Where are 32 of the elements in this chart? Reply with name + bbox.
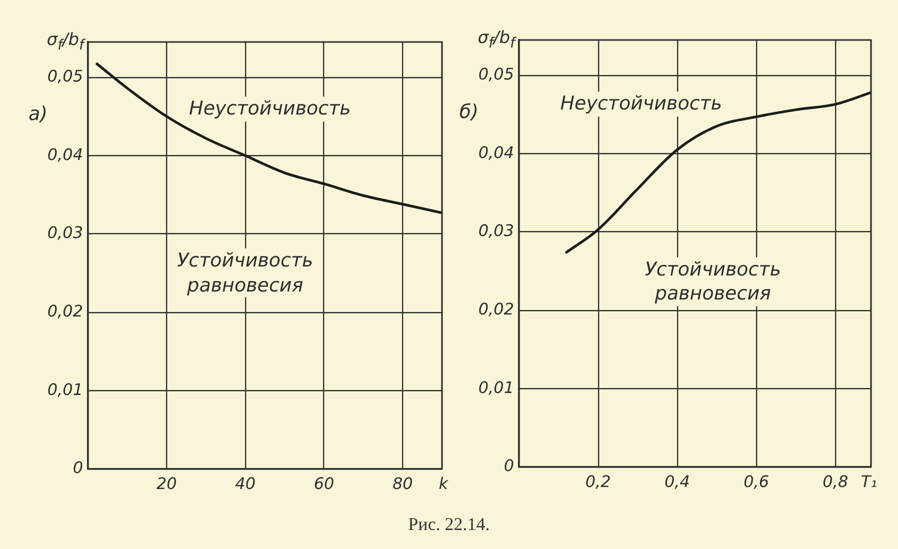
y-tick-label: 0,04 — [478, 142, 514, 162]
x-tick-label: 80 — [392, 474, 413, 493]
x-tick-label: 0,6 — [744, 472, 770, 491]
y-tick-label: 0,03 — [478, 221, 514, 240]
x-tick-label: 0,8 — [822, 472, 848, 491]
y-tick-label: 0 — [504, 456, 514, 476]
x-tick-label: 20 — [156, 474, 177, 493]
text: а) — [28, 102, 48, 125]
x-axis-title: k — [438, 474, 448, 493]
y-tick-label: 0,02 — [47, 301, 83, 320]
y-tick-label: 0,02 — [478, 299, 514, 318]
y-tick-label: 0,05 — [47, 66, 83, 86]
y-axis-title: σ$_{f}$/b$_{f}$ — [478, 28, 515, 52]
annotation: Неустойчивость — [186, 96, 354, 122]
y-tick-label: 0,04 — [47, 144, 83, 164]
text: Рис. 22.14. — [407, 514, 491, 535]
annotation: Неустойчивость — [557, 92, 726, 116]
x-tick-label: 60 — [314, 474, 334, 493]
line-series — [96, 62, 442, 214]
x-axis-title: T₁ — [860, 472, 877, 491]
y-tick-label: 0,03 — [47, 223, 83, 242]
x-tick-label: 40 — [235, 474, 256, 493]
annotation: Устойчивость равновесия — [174, 248, 316, 298]
x-tick-label: 0,2 — [585, 472, 611, 491]
x-tick-label: 0,4 — [664, 472, 690, 491]
text: б) — [459, 100, 479, 123]
y-tick-label: 0,05 — [478, 64, 514, 84]
annotation: Устойчивость равновесия — [642, 256, 784, 306]
y-tick-label: 0 — [72, 458, 83, 478]
y-tick-label: 0,01 — [47, 380, 83, 399]
y-tick-label: 0,01 — [478, 378, 514, 397]
y-axis-title: σ$_{f}$/b$_{f}$ — [46, 30, 84, 54]
